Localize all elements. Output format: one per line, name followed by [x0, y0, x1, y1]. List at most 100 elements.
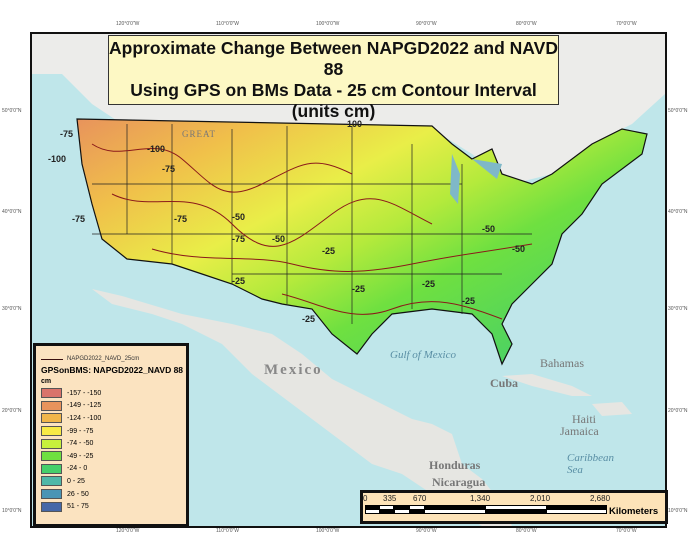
legend: NAPGD2022_NAVD_25cm GPSonBMS: NAPGD2022_… — [33, 343, 189, 527]
lon-label: 100°0'0"W — [316, 21, 340, 27]
place-label-gulf-of-mexico: Gulf of Mexico — [390, 349, 456, 361]
place-label-great-basin: GREAT — [182, 129, 216, 139]
place-label-cuba: Cuba — [490, 376, 519, 390]
hispaniola-land — [592, 402, 632, 416]
place-label-haiti: Haiti — [572, 412, 596, 426]
lat-label: 40°0'0"N — [2, 209, 22, 215]
lat-label: 30°0'0"N — [668, 306, 688, 312]
contour-label: -75 — [174, 214, 188, 224]
scale-bar-graphic — [365, 505, 607, 514]
contour-label: -25 — [462, 296, 476, 306]
contour-label: -25 — [232, 276, 246, 286]
contour-label: -100 — [344, 119, 363, 129]
title-line-2: Using GPS on BMs Data - 25 cm Contour In… — [130, 80, 537, 100]
legend-class-label: -124 - -100 — [67, 414, 102, 422]
legend-class: 26 - 50 — [41, 488, 186, 501]
lon-label: 90°0'0"W — [416, 21, 437, 27]
legend-swatch — [41, 400, 62, 411]
contour-label: -25 — [302, 314, 316, 324]
lon-label: 120°0'0"W — [116, 528, 140, 534]
legend-units: cm — [41, 378, 52, 385]
legend-swatch — [41, 476, 62, 487]
legend-class: 51 - 75 — [41, 500, 186, 513]
legend-class: -149 - -125 — [41, 400, 186, 413]
lat-label: 10°0'0"N — [2, 508, 22, 514]
place-label-jamaica: Jamaica — [560, 424, 599, 438]
contour-lines — [91, 143, 533, 320]
us-conus — [76, 118, 648, 366]
contour-line-symbol — [41, 358, 63, 360]
legend-class: -74 - -50 — [41, 437, 186, 450]
legend-class-label: 26 - 50 — [67, 490, 89, 498]
contour-label: -75 — [72, 214, 86, 224]
scale-tick: 0 — [363, 494, 368, 503]
contour-label: -75 — [60, 129, 74, 139]
state-boundaries — [92, 124, 532, 324]
lon-label: 110°0'0"W — [216, 21, 239, 27]
legend-line-label: NAPGD2022_NAVD_25cm — [67, 356, 140, 362]
contour-label: -100 — [147, 144, 166, 154]
legend-class: -157 - -150 — [41, 387, 186, 400]
contour-label: -50 — [232, 212, 246, 222]
legend-class-label: -24 - 0 — [67, 465, 88, 473]
contour-label: -25 — [322, 246, 336, 256]
scale-units: Kilometers — [609, 506, 659, 517]
legend-class-label: -49 - -25 — [67, 452, 94, 460]
legend-class-label: 51 - 75 — [67, 503, 89, 511]
great-lakes — [450, 154, 502, 204]
legend-swatch — [41, 501, 62, 512]
contour-label: -25 — [352, 284, 366, 294]
lat-label: 10°0'0"N — [668, 508, 688, 514]
map-title: Approximate Change Between NAPGD2022 and… — [108, 35, 559, 121]
lat-label: 40°0'0"N — [668, 209, 688, 215]
place-label-mexico: Mexico — [264, 362, 323, 378]
lat-label: 30°0'0"N — [2, 306, 22, 312]
scale-tick: 2,680 — [590, 494, 611, 503]
contour-label: -50 — [512, 244, 526, 254]
legend-class: -24 - 0 — [41, 463, 186, 476]
legend-swatch — [41, 388, 62, 399]
legend-class-label: -74 - -50 — [67, 440, 94, 448]
lon-label: 80°0'0"W — [516, 21, 537, 27]
legend-swatch — [41, 413, 62, 424]
legend-class: -49 - -25 — [41, 450, 186, 463]
mexico-land — [92, 289, 512, 526]
legend-class-label: -99 - -75 — [67, 427, 94, 435]
lon-label: 90°0'0"W — [416, 528, 437, 534]
place-label-nicaragua: Nicaragua — [432, 475, 486, 489]
lon-label: 100°0'0"W — [316, 528, 340, 534]
contour-label: -25 — [422, 279, 436, 289]
legend-swatch — [41, 426, 62, 437]
lon-label: 70°0'0"W — [616, 21, 637, 27]
legend-swatch — [41, 451, 62, 462]
place-label-caribbean-sea: Caribbean Sea — [567, 452, 615, 476]
legend-swatch — [41, 438, 62, 449]
legend-classes: -157 - -150 -149 - -125 -124 - -100 -99 - -… — [36, 387, 186, 513]
legend-class-label: 0 - 25 — [67, 477, 85, 485]
contour-label: -75 — [162, 164, 176, 174]
contour-label: -75 — [232, 234, 246, 244]
scale-tick: 335 — [383, 494, 397, 503]
legend-class: -124 - -100 — [41, 412, 186, 425]
lat-label: 50°0'0"N — [668, 108, 688, 114]
legend-layer-title: GPSonBMS: NAPGD2022_NAVD 88 — [41, 365, 184, 375]
place-label-bahamas: Bahamas — [540, 356, 584, 370]
title-line-3: (units cm) — [291, 101, 376, 121]
legend-line-entry: NAPGD2022_NAVD_25cm — [41, 356, 186, 362]
legend-class: 0 - 25 — [41, 475, 186, 488]
legend-swatch — [41, 463, 62, 474]
legend-class: -99 - -75 — [41, 425, 186, 438]
lon-label: 80°0'0"W — [516, 528, 537, 534]
title-line-1: Approximate Change Between NAPGD2022 and… — [109, 38, 558, 79]
lon-label: 70°0'0"W — [616, 528, 637, 534]
contour-label: -50 — [272, 234, 286, 244]
scale-tick: 1,340 — [470, 494, 491, 503]
contour-label: -50 — [482, 224, 496, 234]
lat-label: 50°0'0"N — [2, 108, 22, 114]
contour-label: -100 — [48, 154, 67, 164]
place-label-honduras: Honduras — [429, 458, 481, 472]
lat-label: 20°0'0"N — [2, 408, 22, 414]
scale-tick: 2,010 — [530, 494, 551, 503]
cuba-land — [502, 374, 592, 396]
legend-swatch — [41, 489, 62, 500]
